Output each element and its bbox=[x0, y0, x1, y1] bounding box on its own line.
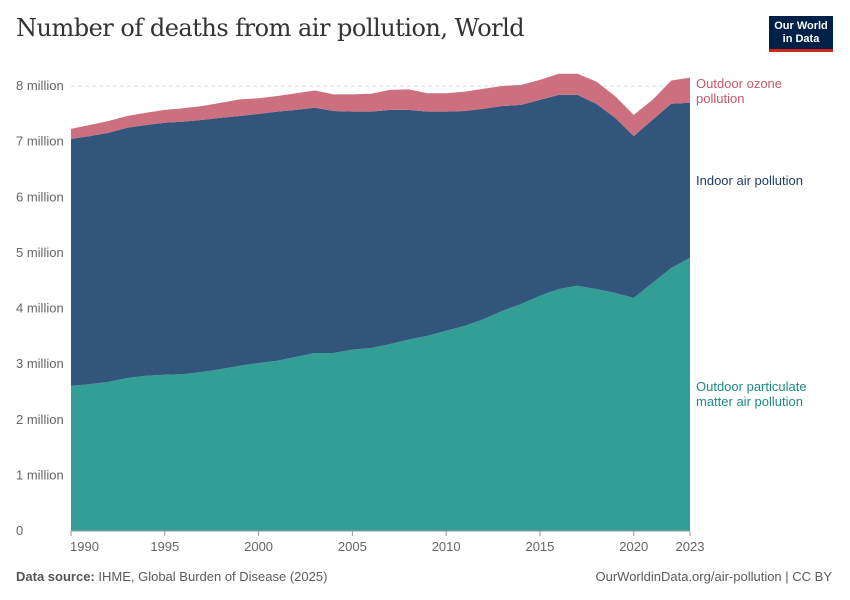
y-tick-label: 1 million bbox=[16, 467, 64, 482]
y-tick-label: 7 million bbox=[16, 134, 64, 149]
source-text[interactable]: IHME, Global Burden of Disease (2025) bbox=[98, 569, 328, 584]
y-tick-label: 0 bbox=[16, 523, 23, 538]
source-label: Data source: bbox=[16, 569, 95, 584]
source-url[interactable]: OurWorldinData.org/air-pollution | CC BY bbox=[595, 569, 832, 584]
y-tick-label: 4 million bbox=[16, 301, 64, 316]
x-tick-label: 2020 bbox=[619, 539, 648, 554]
area-ozone bbox=[71, 73, 690, 139]
area-indoor bbox=[71, 94, 690, 386]
data-source: Data source: IHME, Global Burden of Dise… bbox=[16, 569, 327, 584]
x-tick-label: 2010 bbox=[432, 539, 461, 554]
series-label: matter air pollution bbox=[696, 394, 803, 409]
chart-title: Number of deaths from air pollution, Wor… bbox=[16, 14, 525, 42]
x-tick-label: 1995 bbox=[150, 539, 179, 554]
y-tick-label: 8 million bbox=[16, 78, 64, 93]
series-label: pollution bbox=[696, 91, 744, 106]
y-tick-label: 6 million bbox=[16, 189, 64, 204]
area-particulate bbox=[71, 257, 690, 531]
y-tick-label: 2 million bbox=[16, 412, 64, 427]
x-tick-label: 2015 bbox=[525, 539, 554, 554]
owid-logo[interactable]: Our World in Data bbox=[769, 16, 833, 52]
x-tick-label: 2000 bbox=[244, 539, 273, 554]
y-tick-label: 3 million bbox=[16, 356, 64, 371]
series-label: Outdoor particulate bbox=[696, 379, 807, 394]
series-label: Outdoor ozone bbox=[696, 76, 782, 91]
x-tick-label: 2023 bbox=[676, 539, 705, 554]
series-label: Indoor air pollution bbox=[696, 173, 803, 188]
x-tick-label: 1990 bbox=[70, 539, 99, 554]
x-tick-label: 2005 bbox=[338, 539, 367, 554]
y-tick-label: 5 million bbox=[16, 245, 64, 260]
